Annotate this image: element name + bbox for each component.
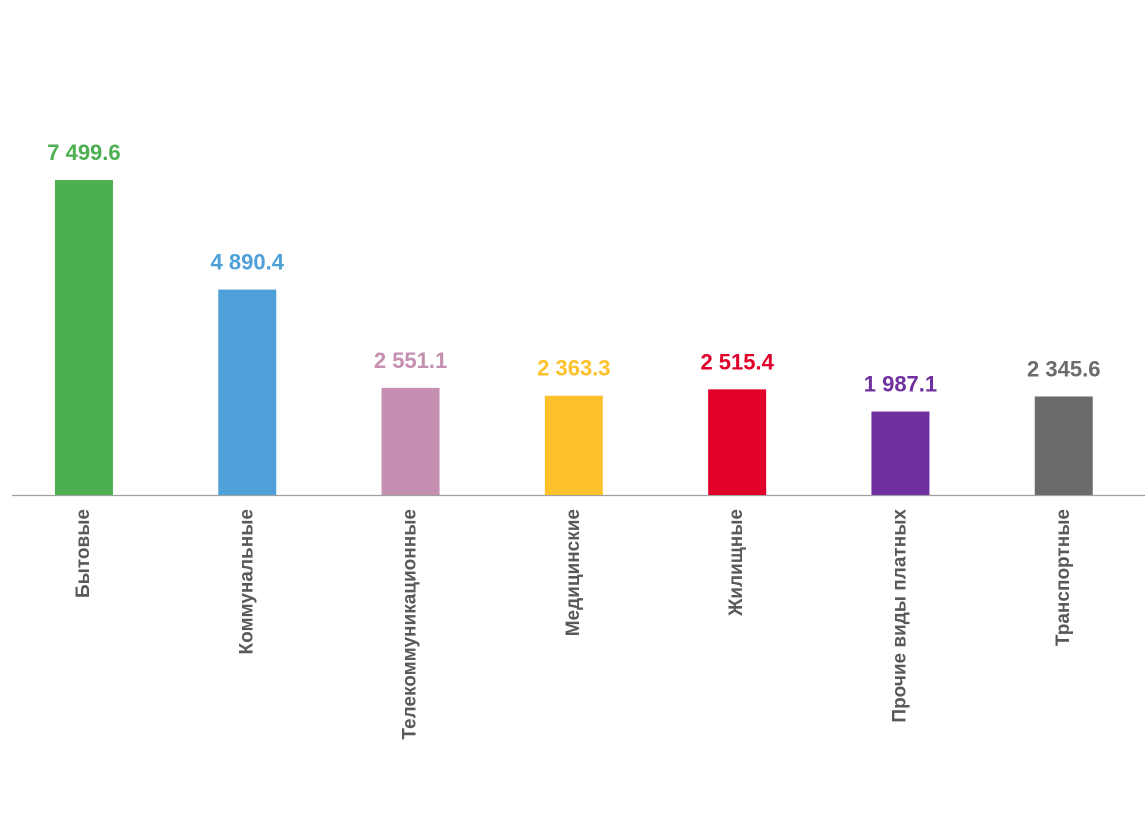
bar bbox=[871, 411, 930, 495]
value-label: 1 987.1 bbox=[864, 372, 937, 397]
value-label: 4 890.4 bbox=[211, 250, 285, 275]
value-label: 2 515.4 bbox=[700, 349, 774, 374]
x-tick-label: Коммунальные bbox=[236, 509, 257, 654]
x-tick-label: Прочие виды платных bbox=[889, 509, 910, 723]
value-label: 2 345.6 bbox=[1027, 356, 1100, 381]
x-tick-label: Транспортные bbox=[1053, 509, 1074, 646]
bar bbox=[381, 387, 440, 495]
value-label: 7 499.6 bbox=[47, 140, 120, 165]
bar bbox=[54, 180, 113, 495]
value-label: 2 363.3 bbox=[537, 356, 610, 381]
x-tick-label: Жилищные bbox=[726, 509, 747, 617]
bar bbox=[218, 289, 277, 495]
x-tick-label: Медицинские bbox=[563, 509, 584, 636]
x-tick-label: Бытовые bbox=[73, 509, 94, 598]
x-tick-label: Телекоммуникационные bbox=[400, 509, 421, 740]
bar bbox=[1034, 396, 1093, 495]
bar bbox=[708, 389, 767, 495]
bar bbox=[544, 395, 603, 495]
value-label: 2 551.1 bbox=[374, 348, 447, 373]
